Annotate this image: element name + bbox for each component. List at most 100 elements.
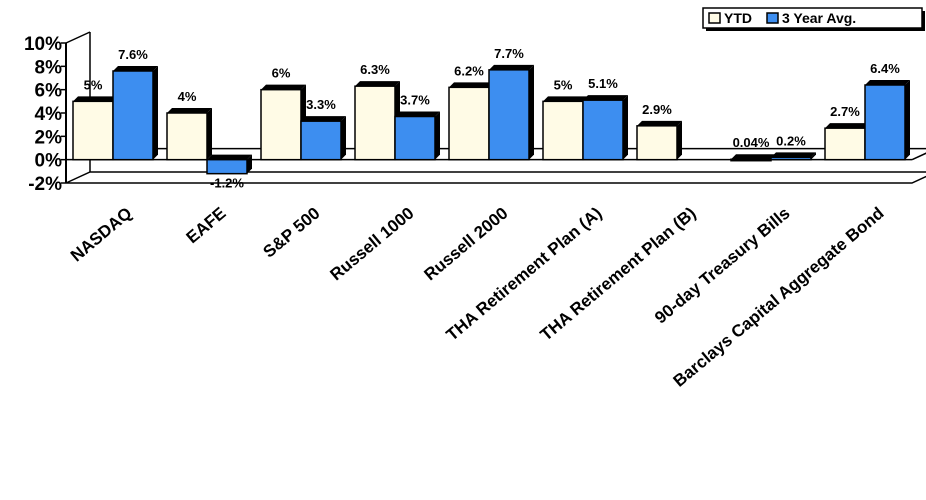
category-label-tha-retirement-plan-b: THA Retirement Plan (B) [537, 204, 700, 345]
bar-front [864, 84, 906, 161]
bar-3-year-avg-barclays-capital-aggregate-bond [864, 80, 910, 161]
data-label-ytd-russell-1000: 6.3% [360, 62, 390, 77]
bar-ytd-tha-retirement-plan-a [542, 96, 588, 161]
y-axis-top-edge [65, 31, 91, 44]
bar-front [770, 156, 812, 161]
y-tick-label: 2% [35, 127, 63, 148]
category-label-russell-2000: Russell 2000 [420, 204, 511, 285]
bar-top [207, 154, 252, 160]
data-label-3-year-avg-russell-2000: 7.7% [494, 46, 524, 61]
bar-3-year-avg-tha-retirement-plan-a [582, 95, 628, 161]
bar-top [301, 116, 346, 122]
y-tick-label: 6% [35, 81, 63, 102]
data-label-ytd-tha-retirement-plan-a: 5% [554, 77, 573, 92]
bar-front [354, 85, 396, 161]
bar-top [771, 152, 816, 158]
category-label-s-p-500: S&P 500 [259, 204, 323, 262]
bar-front [166, 112, 208, 161]
data-label-ytd-nasdaq: 5% [84, 77, 103, 92]
category-label-tha-retirement-plan-a: THA Retirement Plan (A) [443, 204, 606, 345]
bar-front [636, 125, 678, 161]
bar-side [811, 152, 816, 160]
bar-front [206, 158, 248, 175]
y-tick-label: -2% [28, 174, 62, 195]
data-label-3-year-avg-90-day-treasury-bills: 0.2% [776, 133, 806, 148]
bar-front [582, 99, 624, 161]
bar-side [341, 116, 346, 160]
bar-ytd-tha-retirement-plan-b [636, 120, 682, 161]
bar-top [583, 95, 628, 101]
data-label-ytd-tha-retirement-plan-b: 2.9% [642, 102, 672, 117]
legend-swatch-3-year-avg [766, 12, 779, 24]
bar-front [448, 86, 490, 161]
legend-label-ytd: YTD [724, 10, 752, 26]
data-labels: 5% 7.6% 4% -1.2% 6% 3.3% 6.3% 3.7% 6.2% 7.7% 5% 5.1… [84, 46, 901, 191]
bar-top [865, 80, 910, 85]
category-label-barclays-capital-aggregate-bond: Barclays Capital Aggregate Bond [670, 204, 888, 391]
bar-front [730, 158, 772, 162]
bar-ytd-russell-2000 [448, 82, 494, 161]
legend-box [702, 7, 923, 29]
data-label-ytd-barclays-capital-aggregate-bond: 2.7% [830, 104, 860, 119]
bar-3-year-avg-90-day-treasury-bills [770, 152, 816, 161]
bar-3-year-avg-eafe [206, 154, 252, 175]
category-label-eafe: EAFE [183, 204, 230, 248]
bar-top [731, 154, 776, 160]
bar-top [543, 96, 588, 102]
bar-front [394, 115, 436, 161]
data-label-3-year-avg-eafe: -1.2% [210, 176, 244, 191]
bar-ytd-nasdaq [72, 96, 118, 161]
bar-3-year-avg-nasdaq [112, 66, 158, 161]
bar-front [72, 100, 114, 161]
data-label-3-year-avg-tha-retirement-plan-a: 5.1% [588, 76, 618, 91]
bar-side [435, 111, 440, 160]
bar-top [261, 84, 306, 90]
bar-side [529, 64, 534, 160]
data-label-ytd-russell-2000: 6.2% [454, 63, 484, 78]
legend-swatch-ytd [708, 12, 721, 24]
y-tick-label: 8% [35, 57, 63, 78]
bar-side [153, 66, 158, 160]
bar-side [207, 108, 212, 160]
category-label-nasdaq: NASDAQ [67, 204, 136, 266]
data-label-3-year-avg-barclays-capital-aggregate-bond: 6.4% [870, 61, 900, 76]
data-label-3-year-avg-russell-1000: 3.7% [400, 93, 430, 108]
y-tick-label: 0% [35, 151, 63, 172]
bars [72, 64, 910, 175]
bar-front [542, 100, 584, 161]
bar-top [489, 64, 534, 70]
bar-side [247, 154, 252, 174]
plot-floor [65, 171, 926, 184]
bar-front [488, 69, 530, 161]
bar-front [112, 70, 154, 161]
category-label-russell-1000: Russell 1000 [326, 204, 417, 285]
y-tick-label: 4% [35, 104, 63, 125]
zero-line-side [911, 152, 926, 161]
bar-ytd-s-p-500 [260, 84, 306, 161]
bar-side [905, 80, 910, 160]
bar-ytd-eafe [166, 108, 212, 161]
bar-ytd-90-day-treasury-bills [730, 154, 776, 162]
data-label-ytd-eafe: 4% [178, 89, 197, 104]
bar-3-year-avg-s-p-500 [300, 116, 346, 161]
data-label-ytd-s-p-500: 6% [272, 66, 291, 81]
bar-top [113, 66, 158, 71]
bar-3-year-avg-russell-2000 [488, 64, 534, 161]
bar-ytd-barclays-capital-aggregate-bond [824, 123, 870, 161]
bar-side [677, 120, 682, 160]
bar-top [449, 82, 494, 88]
legend-label-3-year-avg: 3 Year Avg. [782, 10, 856, 26]
legend: YTD 3 Year Avg. [702, 7, 925, 31]
bar-top [637, 120, 682, 126]
bar-front [300, 120, 342, 161]
bar-side [623, 95, 628, 160]
bar-top [73, 96, 118, 102]
bar-ytd-russell-1000 [354, 81, 400, 161]
bar-top [355, 81, 400, 87]
y-axis: 10%8% 6%4%2% 0%-2% [24, 34, 66, 195]
bar-top [167, 108, 212, 113]
data-label-3-year-avg-nasdaq: 7.6% [118, 47, 148, 62]
bar-top [825, 123, 870, 129]
bar-top [395, 111, 440, 117]
